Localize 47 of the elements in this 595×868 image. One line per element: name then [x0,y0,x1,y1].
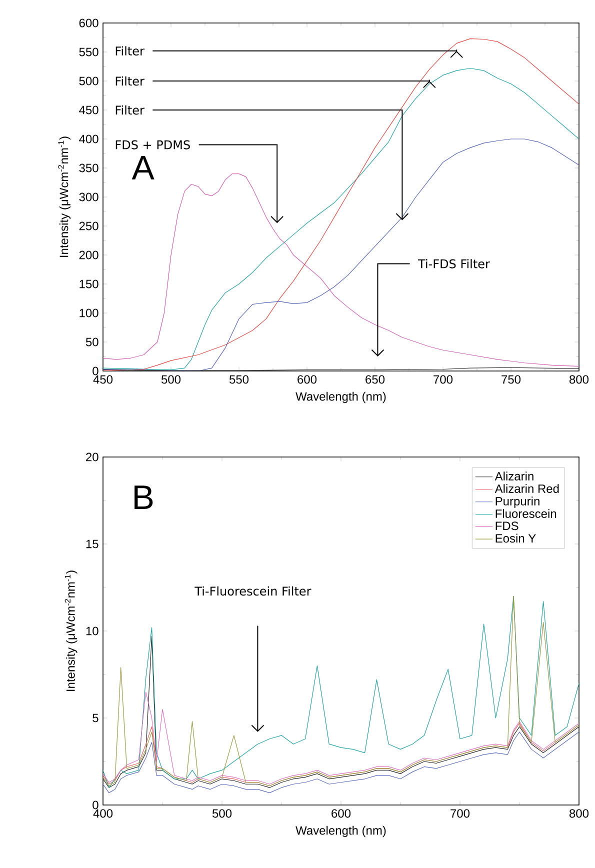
legend-label: Purpurin [496,496,540,508]
annotation: Ti-Fluorescein Filter [194,586,312,596]
x-tick-label: 600 [332,809,351,818]
x-axis-title: Wavelength (nm) [296,826,386,838]
y-tick-label: 300 [79,192,98,202]
legend-label: Eosin Y [496,534,536,543]
y-tick-label: 0 [92,800,98,810]
y-tick-label: 20 [86,452,98,462]
legend-label: Alizarin [494,472,534,480]
annotation: Filter [116,105,144,115]
x-tick-label: 500 [161,375,181,384]
x-tick-label: 750 [502,375,521,384]
annotation: A [132,156,154,180]
y-axis-title: Intensity (μWcm$^{-2}$nm$^{-1}$) [64,570,78,691]
y-tick-label: 600 [79,18,98,28]
y-tick-label: 550 [79,48,98,56]
annotation: Ti-FDS Filter [418,259,490,268]
x-tick-label: 700 [450,809,470,818]
x-axis-title: Wavelength (nm) [296,392,386,404]
legend-label: FDS [496,522,518,530]
legend-label: Fluorescein [496,509,556,518]
x-tick-label: 800 [570,375,589,384]
y-tick-label: 150 [80,280,98,288]
y-tick-label: 450 [79,106,98,114]
y-tick-label: 250 [79,222,98,230]
y-tick-label: 200 [79,250,98,260]
y-tick-label: 5 [92,714,98,722]
x-tick-label: 550 [229,375,249,384]
legend-label: Alizarin Red [494,484,559,493]
y-tick-label: 15 [86,540,98,548]
y-axis-title: Intensity (μWcm$^{-2}$nm$^{-1}$) [58,136,71,257]
annotation: Filter [116,76,144,86]
annotation: B [134,486,153,509]
annotation: FDS + PDMS [116,140,190,150]
y-tick-label: 100 [80,308,98,318]
x-tick-label: 800 [570,809,589,818]
y-tick-label: 10 [86,626,98,636]
x-tick-label: 700 [434,375,453,384]
x-tick-label: 600 [298,375,317,384]
x-tick-label: 650 [366,375,385,384]
y-tick-label: 50 [86,338,98,346]
y-tick-label: 500 [79,76,98,86]
y-tick-label: 350 [79,164,98,172]
y-tick-label: 0 [92,366,98,376]
x-tick-label: 500 [212,809,232,818]
annotation: Filter [116,46,144,56]
y-tick-label: 400 [79,134,98,144]
